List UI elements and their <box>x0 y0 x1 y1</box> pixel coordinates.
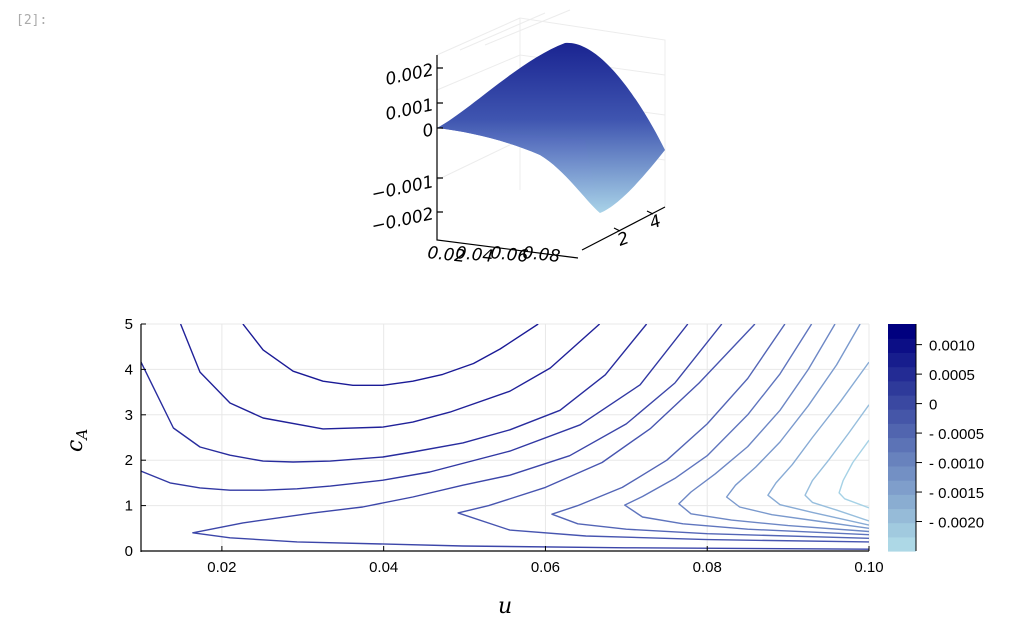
z-tick-label: 0 <box>421 120 436 142</box>
x-axis-label: u <box>498 594 512 619</box>
colorbar-band <box>888 423 916 439</box>
y-tick-label: 4 <box>125 361 133 378</box>
colorbar-band <box>888 352 916 368</box>
colorbar-tick-label: - 0.0015 <box>929 485 984 502</box>
colorbar-band <box>888 409 916 424</box>
x-tick-label: 0.04 <box>369 559 398 576</box>
colorbar-band <box>888 338 916 353</box>
y-tick-label: 5 <box>125 316 133 333</box>
x-tick-label: 0.02 <box>207 559 236 576</box>
colorbar-band <box>888 451 916 467</box>
x-tick-label: 0.02 <box>426 243 466 267</box>
x-tick-label: 0.08 <box>693 559 722 576</box>
contour-line <box>141 324 689 491</box>
contour-lines <box>141 324 869 550</box>
colorbar-band <box>888 480 916 495</box>
contour-line <box>624 324 869 536</box>
contour-line <box>192 324 869 550</box>
contour-line <box>141 324 648 463</box>
x-tick-label: 0.10 <box>854 559 883 576</box>
x-tick-label: 0.06 <box>531 559 560 576</box>
colorbar-tick-label: 0.0005 <box>929 367 975 384</box>
colorbar-tick-label: - 0.0020 <box>929 515 984 532</box>
colorbar-band <box>888 508 916 524</box>
contour-line <box>457 324 869 543</box>
colorbar-band <box>888 522 916 538</box>
contour-line <box>179 324 601 430</box>
y-tick-labels: 0 1 2 3 4 5 <box>125 316 133 560</box>
contour-line <box>838 439 869 509</box>
surface-mesh <box>437 42 665 214</box>
contour-line <box>242 324 539 386</box>
colorbar-band <box>888 366 916 382</box>
contour-line <box>678 324 869 533</box>
y-tick-label: 1 <box>125 498 133 515</box>
x-tick-labels: 0.02 0.04 0.06 0.08 0.10 <box>207 559 883 576</box>
colorbar-tick-label: - 0.0005 <box>929 426 984 443</box>
surface-axes <box>436 55 666 259</box>
x-tick-label: 0.04 <box>454 243 494 267</box>
grid-lines <box>141 323 870 552</box>
colorbar-tick-label: 0.0010 <box>929 338 975 355</box>
colorbar-band <box>888 394 916 410</box>
contour-line <box>725 324 869 529</box>
colorbar-band <box>888 494 916 510</box>
cell-prompt: [2]: <box>16 13 48 28</box>
contour-line <box>767 361 869 526</box>
y-tick-label: 3 <box>125 407 133 424</box>
colorbar-band <box>888 465 916 481</box>
surface-fold <box>437 128 600 213</box>
colorbar-tick-label: 0 <box>929 397 937 414</box>
colorbar-band <box>888 324 916 339</box>
x-tick-label: 0.06 <box>489 243 529 267</box>
contour-line <box>804 404 869 522</box>
y-axis-label-subscript: A <box>73 429 91 442</box>
x-tick-label: 0.08 <box>521 243 561 267</box>
y-tick-label: 0 <box>125 543 133 560</box>
colorbar-band <box>888 437 916 453</box>
colorbar-tick-label: - 0.0010 <box>929 456 984 473</box>
contour-line <box>551 324 869 539</box>
axes <box>140 323 870 552</box>
y-tick-label: 2 <box>125 452 133 469</box>
colorbar-band <box>888 380 916 396</box>
colorbar-band <box>888 536 916 552</box>
colorbar: 0.0010 0.0005 0 - 0.0005 - 0.0010 - 0.0015 - 0… <box>888 324 984 552</box>
y-axis-label: cA <box>63 429 91 452</box>
